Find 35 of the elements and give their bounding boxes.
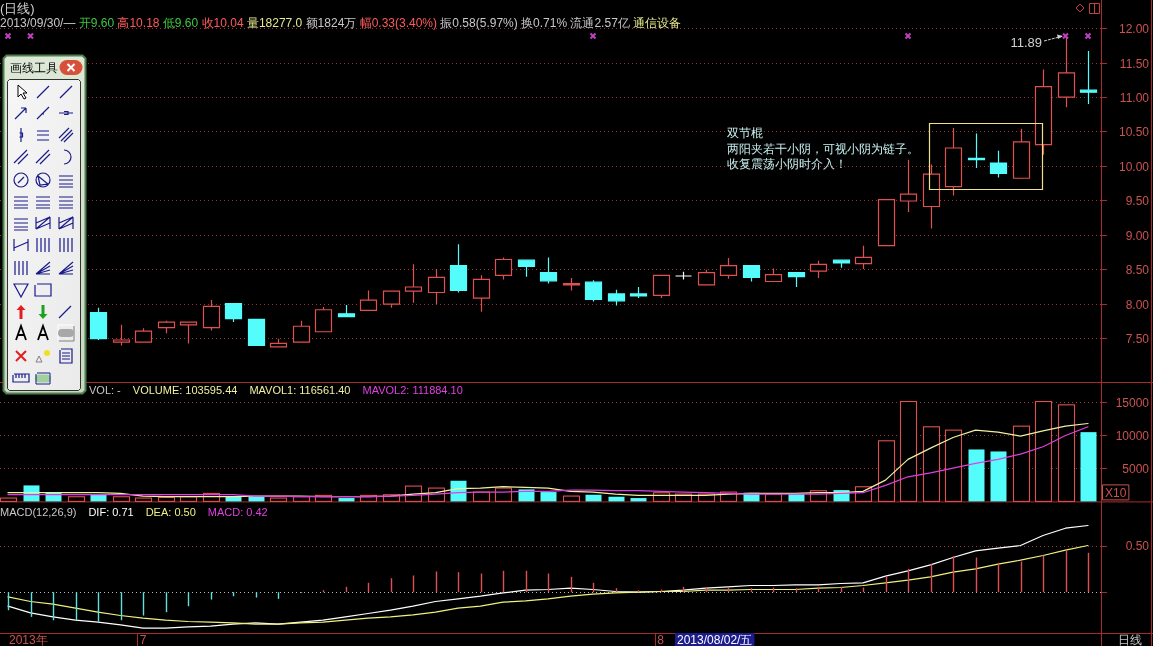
x-tick-label: 7 <box>139 633 147 646</box>
text: 2013/08/02/五 <box>677 633 753 646</box>
chart-title: VOL: - <box>89 384 122 396</box>
text: DEA: 0.50 <box>145 506 196 518</box>
text: MAVOL2: 111884.10 <box>362 384 463 396</box>
text: 日线 <box>1118 633 1142 646</box>
text: MACD: 0.42 <box>207 506 268 518</box>
text: 2013年 <box>9 633 48 646</box>
y-tick-label: 12.00 <box>1118 22 1150 36</box>
y-tick-label: 10.00 <box>1118 160 1150 174</box>
y-tick-label: 10000 <box>1115 429 1150 443</box>
annotation: VOLUME: 103595.44 <box>132 384 238 396</box>
y-tick-label: 15000 <box>1115 396 1150 410</box>
annotation: 画线工具 <box>10 61 58 75</box>
chart-subtitle: (日线) <box>0 1 35 16</box>
chart-title: MACD(12,26,9) <box>0 506 77 518</box>
annotation: 两阳夹若干小阴，可视小阴为链子。 <box>727 141 919 156</box>
y-axis-title: X10 <box>1105 486 1127 501</box>
chart-title: 2013/09/30/— 开9.60 高10.18 低9.60 收10.04 量18277.0 额1824万 幅0.33(3.40%) 振0.58(5.97%) 换0.71% 流通2.57亿 通信设备 <box>0 16 682 30</box>
y-tick-label: 9.50 <box>1125 194 1150 208</box>
y-tick-label: 11.50 <box>1119 57 1150 71</box>
text: 0.50 <box>1125 539 1150 553</box>
y-tick-label: 7.50 <box>1125 332 1150 346</box>
y-tick-label: 8.00 <box>1125 298 1150 312</box>
y-tick-label: 10.50 <box>1118 125 1150 139</box>
annotation: 双节棍 <box>727 126 763 140</box>
text: MAVOL1: 116561.40 <box>249 384 351 396</box>
y-tick-label: 9.00 <box>1125 229 1150 243</box>
text: DIF: 0.71 <box>88 506 134 518</box>
y-tick-label: 5000 <box>1122 462 1150 476</box>
y-tick-label: 8.50 <box>1125 263 1150 277</box>
annotation: 收复震荡小阴时介入！ <box>727 157 847 171</box>
annotation: 11.89 <box>1010 35 1042 50</box>
x-tick-label: 8 <box>657 633 665 646</box>
y-tick-label: 11.00 <box>1119 91 1150 105</box>
